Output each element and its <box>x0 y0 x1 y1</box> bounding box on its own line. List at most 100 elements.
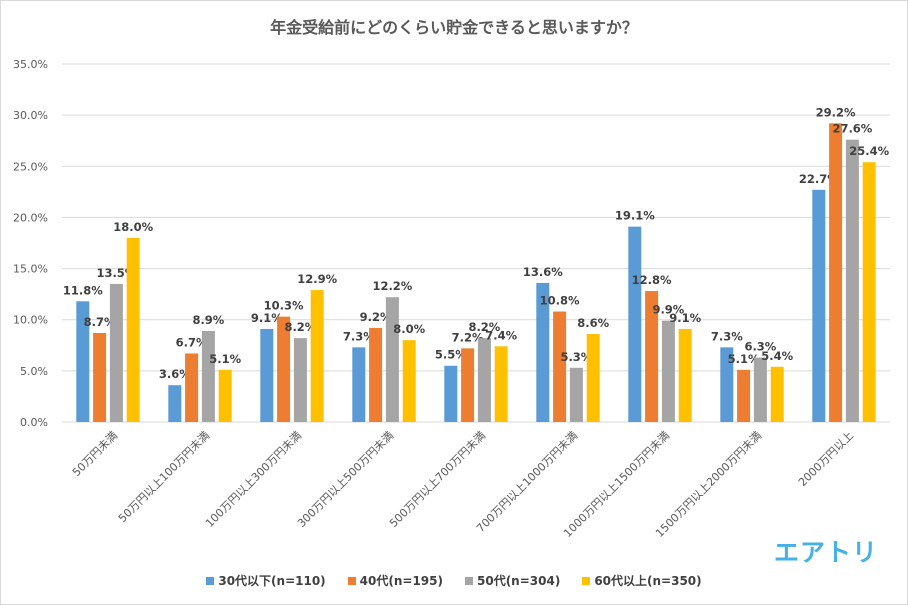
legend-swatch <box>582 576 591 585</box>
data-label: 5.4% <box>761 349 793 363</box>
bar <box>461 348 475 422</box>
chart-legend: 30代以下(n=110) 40代(n=195) 50代(n=304) 60代以上(n=… <box>0 572 908 589</box>
data-label: 25.4% <box>849 144 889 158</box>
bar <box>569 367 583 422</box>
y-tick-label: 35.0% <box>13 58 48 71</box>
chart-title: 年金受給前にどのくらい貯金できると思いますか？ <box>270 18 638 37</box>
x-tick-label: 500万円以上700万円未満 <box>387 429 488 530</box>
data-label: 12.9% <box>297 272 337 286</box>
bar <box>277 316 291 422</box>
bar <box>352 347 366 422</box>
legend-item: 50代(n=304) <box>465 572 560 589</box>
bar <box>168 385 182 422</box>
bar <box>645 291 659 422</box>
x-tick-label: 100万円以上300万円未満 <box>203 429 304 530</box>
data-label: 8.2% <box>284 320 316 334</box>
legend-swatch <box>465 576 473 585</box>
bar <box>185 353 199 422</box>
bar <box>720 347 734 422</box>
bar <box>310 290 324 422</box>
bar <box>126 237 140 422</box>
legend-item: 60代以上(n=350) <box>582 572 702 589</box>
x-tick-label: 2000万円以上 <box>796 429 856 489</box>
data-label: 12.8% <box>632 273 672 287</box>
bar <box>862 162 876 423</box>
x-tick-label: 1000万円以上1500万円未満 <box>561 429 672 540</box>
data-label: 6.7% <box>176 335 208 349</box>
bar <box>812 189 826 422</box>
data-label: 7.3% <box>711 329 743 343</box>
bar <box>444 365 458 422</box>
y-tick-label: 15.0% <box>13 263 48 276</box>
bar <box>218 369 232 422</box>
data-label: 5.3% <box>560 350 592 364</box>
data-label: 10.3% <box>264 299 304 313</box>
data-label: 27.6% <box>832 122 872 136</box>
data-label: 7.2% <box>452 330 484 344</box>
y-tick-label: 20.0% <box>13 211 48 224</box>
x-tick-label: 50万円以上100万円未満 <box>116 429 212 525</box>
x-tick-label: 700万円以上1000万円未満 <box>474 429 580 535</box>
bar <box>369 327 383 422</box>
data-label: 7.4% <box>485 328 517 342</box>
bar <box>201 330 215 422</box>
bar <box>661 320 675 422</box>
data-label: 29.2% <box>816 105 856 119</box>
bar <box>494 346 508 422</box>
data-label: 7.3% <box>343 329 375 343</box>
bar <box>829 123 843 422</box>
bar <box>753 357 767 422</box>
legend-label: 30代以下(n=110) <box>218 574 326 588</box>
bar <box>477 338 491 422</box>
y-tick-label: 0.0% <box>20 416 48 429</box>
bar <box>536 282 550 422</box>
bar <box>93 333 107 422</box>
brand-logo: エアトリ <box>773 538 878 567</box>
data-label: 19.1% <box>615 209 655 223</box>
data-label: 11.8% <box>63 283 103 297</box>
bar <box>293 338 307 422</box>
bar <box>76 301 90 422</box>
bar <box>385 297 399 422</box>
bar <box>553 311 567 422</box>
bar <box>737 369 751 422</box>
data-label: 5.5% <box>435 348 467 362</box>
data-label: 13.6% <box>523 265 563 279</box>
bar <box>586 334 600 422</box>
data-label: 8.6% <box>577 316 609 330</box>
y-tick-label: 5.0% <box>20 365 48 378</box>
data-label: 18.0% <box>113 220 153 234</box>
legend-label: 50代(n=304) <box>477 574 561 588</box>
x-tick-label: 1500万円以上2000万円未満 <box>653 429 764 540</box>
data-label: 9.1% <box>669 311 701 325</box>
legend-swatch <box>206 576 215 585</box>
legend-item: 40代(n=195) <box>347 572 443 589</box>
data-label: 8.7% <box>84 315 116 329</box>
data-label: 5.1% <box>728 352 760 366</box>
data-label: 12.2% <box>372 279 412 293</box>
legend-label: 40代(n=195) <box>359 574 443 588</box>
bar <box>770 366 784 422</box>
data-label: 8.0% <box>393 322 425 336</box>
data-label: 10.8% <box>540 294 580 308</box>
data-label: 8.9% <box>192 313 224 327</box>
data-label: 9.9% <box>652 303 684 317</box>
data-label: 9.2% <box>360 310 392 324</box>
bar <box>109 283 123 422</box>
bar <box>260 328 274 422</box>
bar <box>402 340 416 422</box>
x-tick-label: 50万円未満 <box>70 429 120 479</box>
legend-swatch <box>347 576 356 585</box>
data-label: 6.3% <box>744 340 776 354</box>
y-tick-label: 30.0% <box>13 109 48 122</box>
data-label: 3.6% <box>159 367 191 381</box>
data-label: 8.2% <box>468 320 500 334</box>
x-tick-label: 300万円以上500万円未満 <box>295 429 396 530</box>
y-tick-label: 10.0% <box>13 314 48 327</box>
y-tick-label: 25.0% <box>13 160 48 173</box>
data-label: 5.1% <box>209 352 241 366</box>
bar <box>628 226 642 422</box>
data-label: 9.1% <box>251 311 283 325</box>
